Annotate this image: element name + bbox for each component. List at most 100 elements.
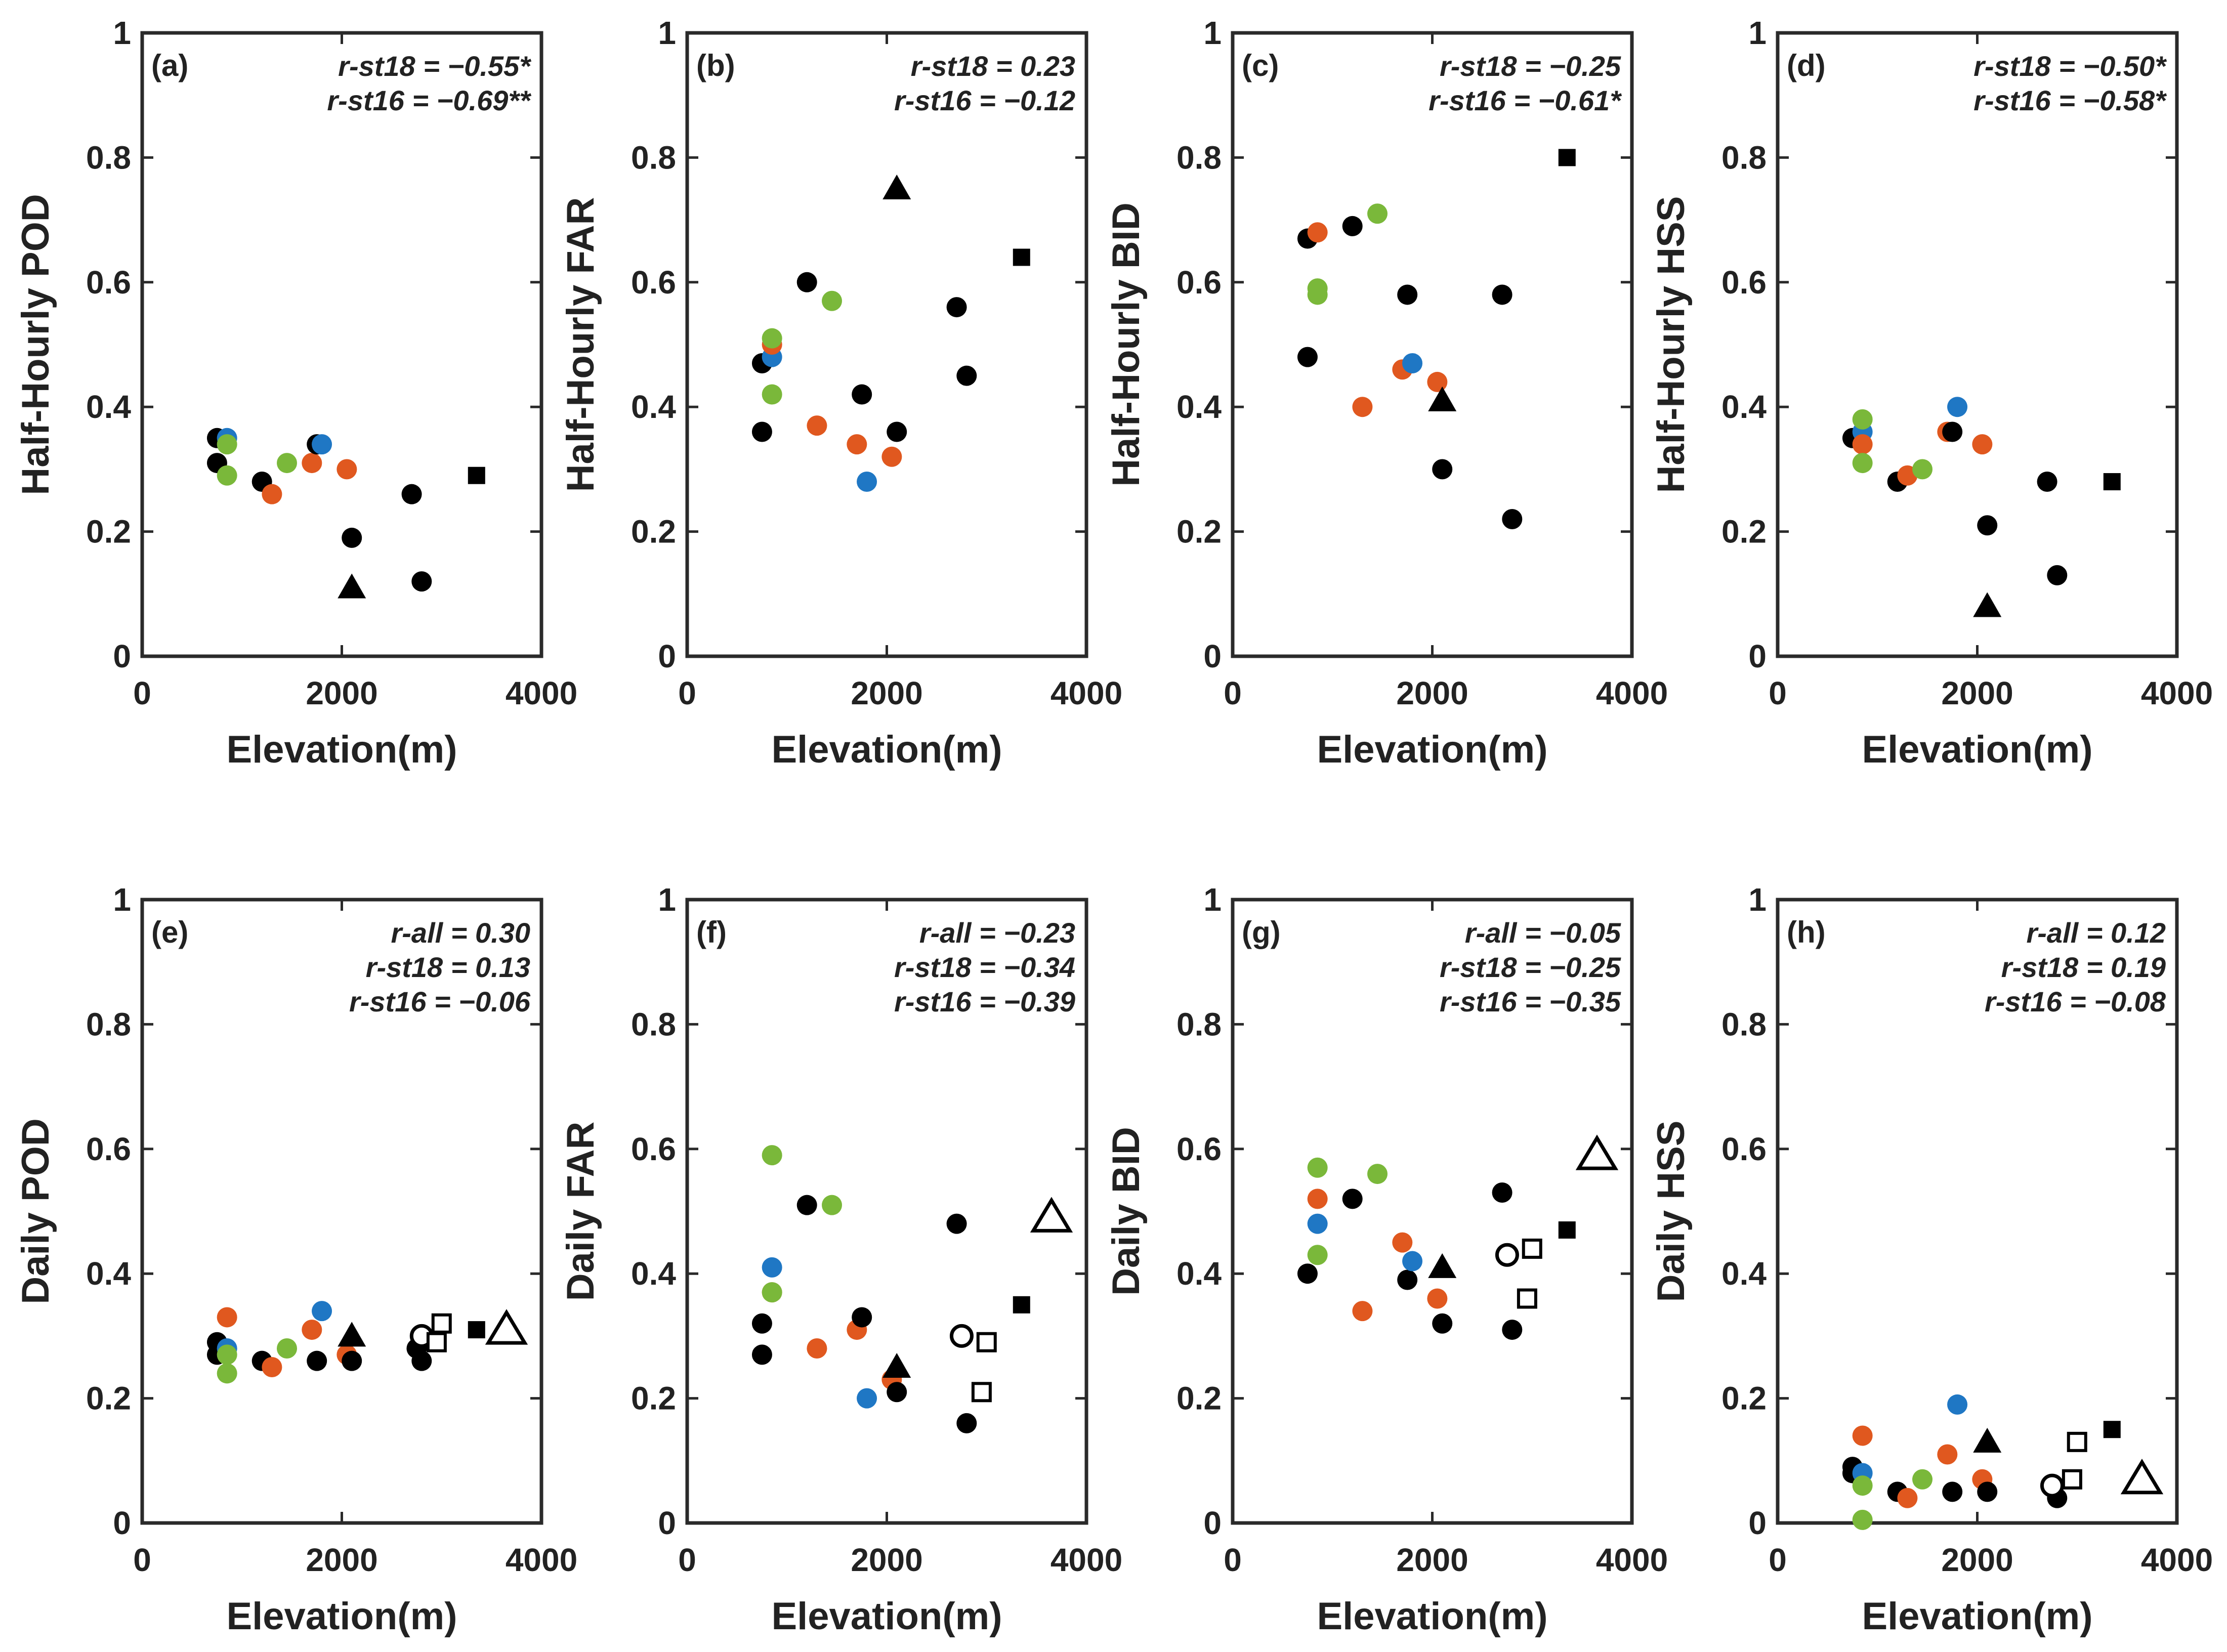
data-point-open-triangle — [2120, 1458, 2164, 1495]
correlation-annotation: r-all = −0.05 — [1465, 917, 1621, 949]
data-point-square — [468, 467, 485, 484]
data-point-circle — [1397, 284, 1418, 305]
y-tick-label: 0 — [113, 1505, 131, 1541]
x-tick-label: 4000 — [1051, 1542, 1122, 1578]
data-point-circle — [277, 1338, 298, 1359]
correlation-annotation: r-all = −0.23 — [919, 917, 1075, 949]
data-point-circle — [1912, 459, 1933, 480]
data-point-circle — [1307, 1157, 1328, 1178]
data-point-open-circle — [2040, 1473, 2064, 1498]
panel-d: 0 0.2 0.4 0.6 0.8 1 0 2000 4000 Elevation(m) Half-… — [1650, 15, 2213, 771]
data-point-circle — [1852, 1425, 1873, 1446]
data-point-circle — [1392, 1232, 1413, 1253]
data-point-circle — [946, 1213, 967, 1234]
data-point-circle — [956, 1413, 977, 1433]
data-point-circle — [312, 1301, 332, 1322]
data-point-triangle — [338, 1322, 366, 1347]
panel-b: 0 0.2 0.4 0.6 0.8 1 0 2000 4000 Elevation(m) Half-… — [559, 15, 1122, 771]
y-tick-label: 1 — [113, 15, 131, 51]
y-tick-label: 0 — [1748, 638, 1767, 674]
y-axis-label: Half-Hourly FAR — [559, 197, 602, 492]
x-tick-label: 2000 — [1396, 1542, 1468, 1578]
x-tick-label: 0 — [1769, 675, 1787, 711]
data-point-circle — [312, 434, 332, 455]
correlation-annotation: r-st18 = −0.25 — [1440, 951, 1621, 983]
data-point-circle — [217, 1344, 237, 1365]
y-tick-label: 0.8 — [1721, 1006, 1767, 1042]
x-axis-label: Elevation(m) — [771, 728, 1002, 771]
y-tick-label: 0.6 — [1721, 264, 1767, 301]
data-point-circle — [217, 1363, 237, 1384]
y-tick-label: 0.8 — [86, 1006, 131, 1042]
y-tick-label: 0.6 — [1176, 264, 1222, 301]
data-point-open-square — [426, 1332, 447, 1352]
data-point-circle — [1427, 371, 1448, 392]
data-point-circle — [277, 453, 298, 474]
data-point-circle — [262, 484, 282, 504]
x-tick-label: 2000 — [851, 1542, 922, 1578]
data-point-circle — [751, 1313, 772, 1334]
data-point-circle — [956, 365, 977, 386]
x-tick-label: 4000 — [1051, 675, 1122, 711]
correlation-annotation: r-st18 = −0.50* — [1973, 50, 2167, 82]
data-point-circle — [1352, 1301, 1373, 1322]
data-point-circle — [1297, 1263, 1318, 1284]
x-axis-label: Elevation(m) — [771, 1595, 1002, 1638]
y-tick-label: 0.4 — [1176, 1255, 1222, 1292]
data-point-circle — [1297, 347, 1318, 367]
data-point-open-square — [2067, 1431, 2087, 1452]
y-tick-label: 0.8 — [631, 1006, 676, 1042]
data-point-circle — [762, 1145, 782, 1166]
y-tick-label: 0.8 — [86, 139, 131, 176]
data-point-circle — [302, 453, 322, 474]
data-point-circle — [751, 421, 772, 442]
y-tick-label: 0.6 — [1721, 1131, 1767, 1167]
y-tick-label: 0.4 — [1721, 389, 1767, 425]
data-point-circle — [1977, 515, 1998, 536]
y-axis-label: Daily POD — [14, 1118, 57, 1304]
data-point-circle — [762, 1257, 782, 1278]
y-tick-label: 0.8 — [631, 139, 676, 176]
y-tick-label: 1 — [113, 881, 131, 918]
data-point-square — [1013, 1296, 1030, 1314]
panel-label: (b) — [696, 49, 735, 82]
panel-a: 0 0.2 0.4 0.6 0.8 1 0 2000 4000 Elevation(m) Half-… — [14, 15, 577, 771]
correlation-annotation: r-st16 = −0.08 — [1985, 986, 2166, 1018]
data-point-circle — [1937, 1444, 1958, 1465]
data-point-circle — [1852, 1475, 1873, 1496]
data-point-circle — [1367, 203, 1388, 224]
data-point-circle — [337, 459, 357, 480]
y-axis-label: Daily FAR — [559, 1122, 602, 1301]
data-point-open-square — [971, 1382, 992, 1403]
y-tick-label: 0.6 — [631, 1131, 676, 1167]
correlation-annotation: r-st16 = −0.61* — [1428, 84, 1622, 116]
y-tick-label: 0.8 — [1176, 1006, 1222, 1042]
data-point-circle — [1852, 409, 1873, 430]
x-tick-label: 2000 — [1941, 675, 2013, 711]
data-point-circle — [401, 484, 422, 504]
data-point-circle — [807, 415, 827, 436]
data-point-open-triangle — [1575, 1134, 1619, 1170]
data-point-circle — [887, 421, 907, 442]
x-tick-label: 4000 — [506, 675, 577, 711]
data-point-circle — [1402, 353, 1423, 373]
x-tick-label: 4000 — [2141, 1542, 2213, 1578]
correlation-annotation: r-st18 = 0.23 — [911, 50, 1075, 82]
data-point-circle — [1432, 459, 1453, 480]
data-point-open-triangle — [1030, 1197, 1073, 1233]
data-point-circle — [796, 272, 817, 292]
panel-e: 0 0.2 0.4 0.6 0.8 1 0 2000 4000 Elevation(m) Daily… — [14, 881, 577, 1638]
correlation-annotation: r-st16 = −0.35 — [1440, 986, 1621, 1018]
data-point-circle — [1307, 284, 1328, 305]
x-tick-label: 2000 — [306, 1542, 377, 1578]
data-point-circle — [2047, 565, 2068, 585]
correlation-annotation: r-all = 0.30 — [391, 917, 530, 949]
y-tick-label: 0.2 — [1176, 514, 1222, 550]
data-point-circle — [1947, 1394, 1968, 1415]
data-point-circle — [1307, 1189, 1328, 1209]
data-point-circle — [1972, 434, 1993, 455]
y-tick-label: 0.4 — [631, 389, 676, 425]
x-axis-label: Elevation(m) — [1317, 1595, 1547, 1638]
panel-label: (g) — [1242, 915, 1281, 949]
